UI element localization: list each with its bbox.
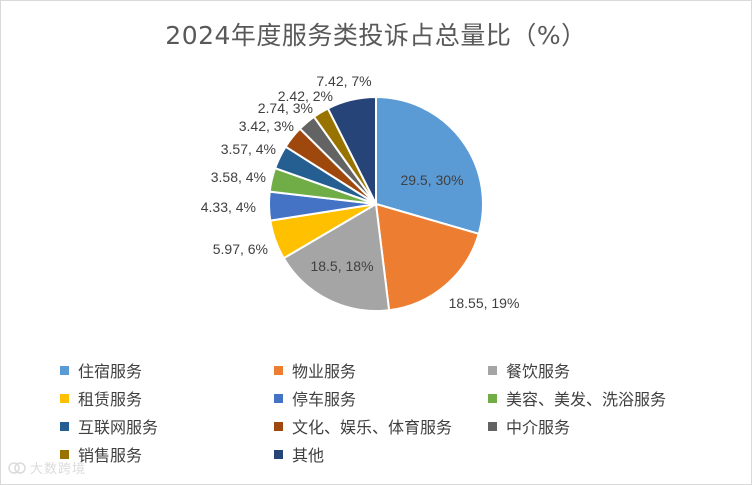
legend-swatch [60, 449, 69, 459]
data-label: 7.42, 7% [316, 73, 371, 89]
legend-swatch [60, 421, 69, 431]
legend-swatch [60, 393, 69, 403]
legend-swatch [274, 421, 283, 431]
legend-label: 租赁服务 [78, 390, 143, 409]
legend-swatch [488, 421, 497, 431]
data-label: 18.5, 18% [310, 258, 373, 274]
pie-slice [326, 95, 377, 205]
legend-item: 互联网服务 [60, 414, 274, 438]
pie-slice [282, 202, 391, 312]
legend-label: 销售服务 [78, 446, 143, 465]
legend-swatch [274, 449, 283, 459]
legend-label: 餐饮服务 [506, 362, 571, 381]
data-label: 29.5, 30% [400, 172, 463, 188]
data-label: 2.42, 2% [278, 88, 333, 104]
legend-item: 餐饮服务 [488, 358, 702, 382]
legend-item: 物业服务 [274, 358, 488, 382]
legend-swatch [488, 365, 497, 375]
data-label: 3.42, 3% [239, 118, 294, 134]
pie-slice [375, 95, 484, 236]
legend-label: 住宿服务 [78, 362, 143, 381]
data-label: 3.58, 4% [211, 169, 266, 185]
legend-item: 中介服务 [488, 414, 702, 438]
watermark-text: 大数跨境 [30, 462, 87, 477]
legend-label: 美容、美发、洗浴服务 [506, 390, 667, 409]
legend-label: 其他 [292, 446, 325, 465]
watermark: 大数跨境 [8, 458, 86, 477]
chart-title: 2024年度服务类投诉占总量比（%） [165, 21, 587, 50]
legend-row: 互联网服务 文化、娱乐、体育服务 中介服务 [60, 412, 740, 440]
chart-legend: 住宿服务 物业服务 餐饮服务租赁服务 停车服务 美容、美发、洗浴服务互联网服务 文化、娱乐… [60, 356, 740, 468]
watermark-logo-icon [8, 461, 26, 474]
legend-label: 停车服务 [292, 390, 357, 409]
legend-swatch [274, 365, 283, 375]
legend-label: 文化、娱乐、体育服务 [292, 418, 453, 437]
legend-row: 住宿服务 物业服务 餐饮服务 [60, 356, 740, 384]
data-label: 2.74, 3% [258, 100, 313, 116]
legend-label: 互联网服务 [78, 418, 159, 437]
legend-item: 销售服务 [60, 442, 274, 466]
data-label: 5.97, 6% [213, 241, 268, 257]
legend-row: 租赁服务 停车服务 美容、美发、洗浴服务 [60, 384, 740, 412]
legend-item: 停车服务 [274, 386, 488, 410]
pie-slice [374, 202, 480, 312]
legend-swatch [60, 365, 69, 375]
legend-swatch [274, 393, 283, 403]
legend-item: 租赁服务 [60, 386, 274, 410]
legend-item: 美容、美发、洗浴服务 [488, 386, 702, 410]
legend-item: 其他 [274, 442, 488, 466]
data-label: 3.57, 4% [221, 141, 276, 157]
legend-swatch [488, 393, 497, 403]
legend-label: 物业服务 [292, 362, 357, 381]
legend-label: 中介服务 [506, 418, 571, 437]
legend-item: 住宿服务 [60, 358, 274, 382]
legend-row: 销售服务 其他 [60, 440, 740, 468]
data-label: 18.55, 19% [449, 295, 520, 311]
data-label: 4.33, 4% [201, 199, 256, 215]
legend-item: 文化、娱乐、体育服务 [274, 414, 488, 438]
